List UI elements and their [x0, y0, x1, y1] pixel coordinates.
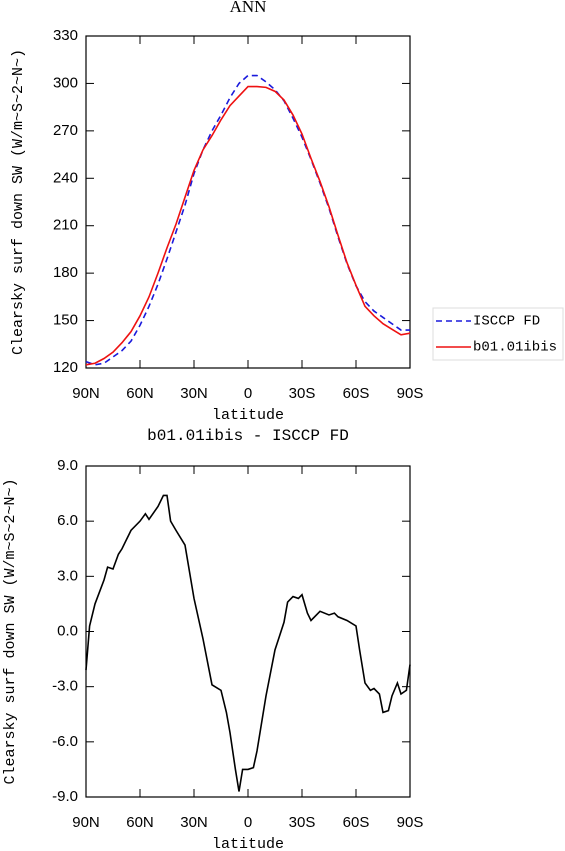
y-tick-label: 9.0 [57, 457, 78, 474]
x-tick-label: 90S [397, 385, 424, 402]
legend-label: ISCCP FD [473, 314, 540, 330]
y-tick-label: 300 [53, 74, 78, 91]
x-tick-label: 90S [397, 814, 424, 831]
chart-title: ANN [230, 0, 267, 16]
legend-box [432, 307, 564, 361]
x-tick-label: 90N [72, 814, 100, 831]
x-tick-label: 60S [343, 814, 370, 831]
x-tick-label: 90N [72, 385, 100, 402]
x-tick-label: 0 [244, 385, 252, 402]
y-tick-label: 6.0 [57, 512, 78, 529]
y-tick-label: 150 [53, 312, 78, 329]
y-axis-title: Clearsky surf down SW (W/m~S~2~N~) [10, 49, 27, 355]
y-tick-label: -3.0 [52, 678, 78, 695]
y-tick-label: 210 [53, 217, 78, 234]
series-line [85, 494, 411, 792]
y-tick-label: 270 [53, 122, 78, 139]
y-tick-label: -9.0 [52, 788, 78, 805]
x-tick-label: 60N [126, 385, 154, 402]
x-tick-label: 30N [180, 385, 208, 402]
y-tick-label: 180 [53, 264, 78, 281]
x-axis-title: latitude [212, 407, 284, 424]
y-tick-label: 3.0 [57, 567, 78, 584]
x-tick-label: 0 [244, 814, 252, 831]
y-tick-label: -6.0 [52, 733, 78, 750]
x-tick-label: 60N [126, 814, 154, 831]
x-tick-label: 30S [289, 385, 316, 402]
legend-label: b01.01ibis [473, 340, 557, 356]
y-tick-label: 0.0 [57, 622, 78, 639]
series-line [85, 85, 411, 366]
chart-title: b01.01ibis - ISCCP FD [147, 427, 349, 445]
plot-frame [85, 465, 411, 798]
x-axis-title: latitude [212, 836, 284, 851]
y-tick-label: 120 [53, 359, 78, 376]
x-tick-label: 30N [180, 814, 208, 831]
series-line [85, 74, 410, 366]
y-axis-title: Clearsky surf down SW (W/m~S~2~N~) [2, 478, 19, 784]
y-tick-label: 240 [53, 169, 78, 186]
x-tick-label: 60S [343, 385, 370, 402]
y-tick-label: 330 [53, 27, 78, 44]
x-tick-label: 30S [289, 814, 316, 831]
